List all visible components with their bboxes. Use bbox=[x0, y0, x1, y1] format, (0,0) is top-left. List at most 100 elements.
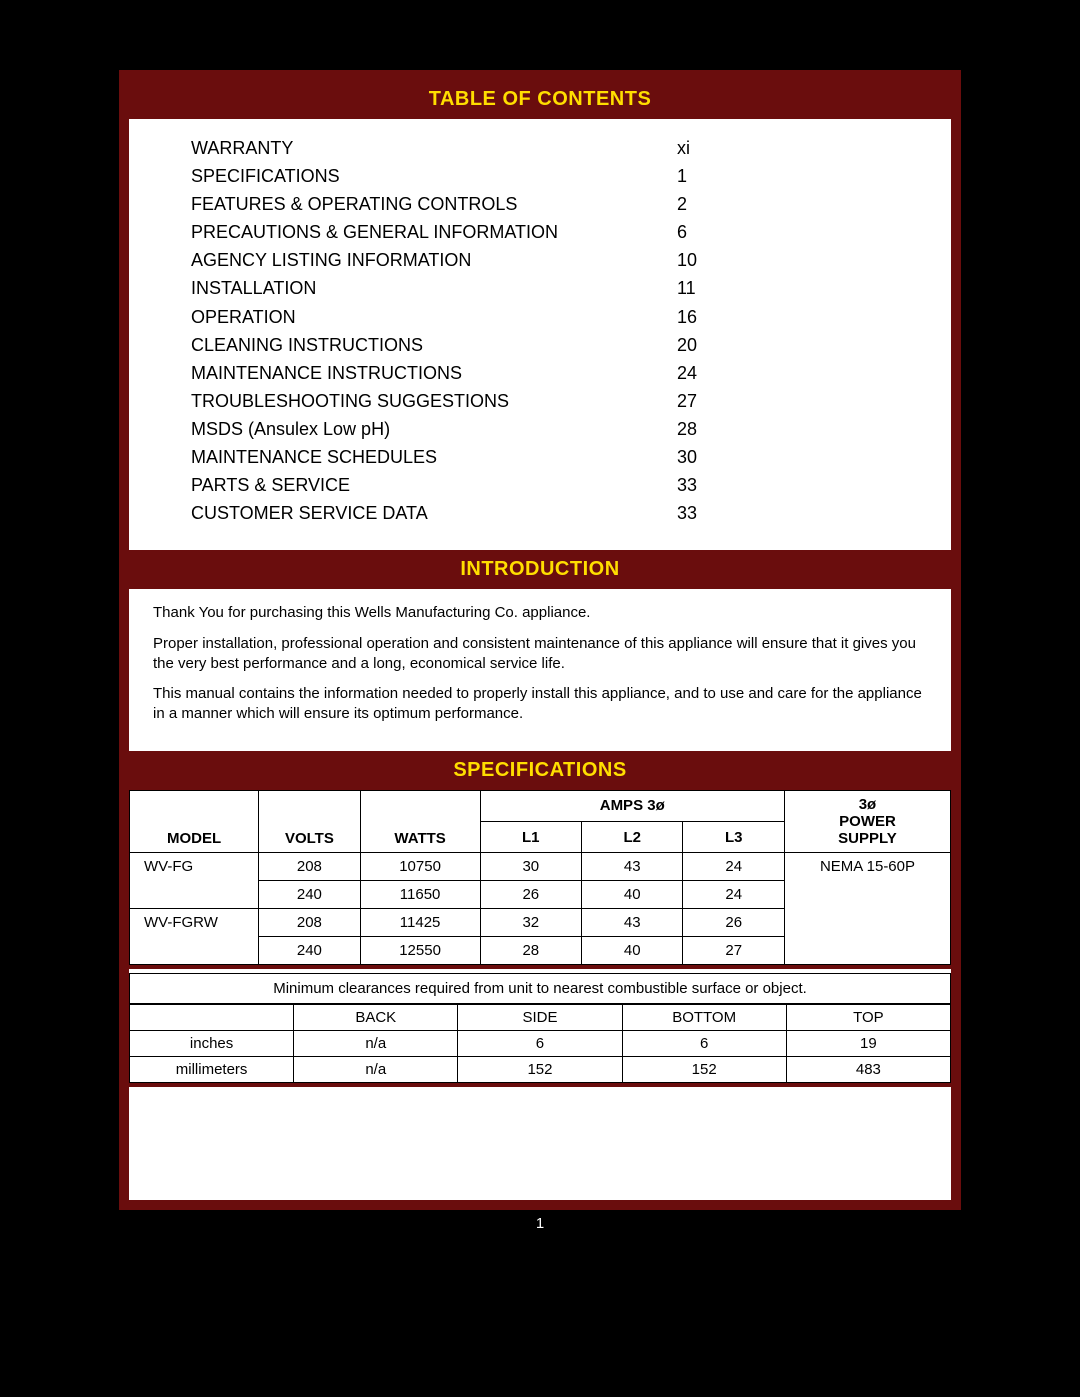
cell-bottom: 6 bbox=[622, 1031, 786, 1057]
toc-row: INSTALLATION11 bbox=[191, 275, 717, 301]
intro-paragraph: This manual contains the information nee… bbox=[153, 684, 927, 725]
cell-l3: 27 bbox=[683, 937, 784, 965]
toc-row: AGENCY LISTING INFORMATION10 bbox=[191, 247, 717, 273]
col-watts: WATTS bbox=[360, 790, 480, 853]
toc-page: 27 bbox=[677, 388, 717, 414]
cell-unit: millimeters bbox=[130, 1057, 294, 1083]
toc-title: CUSTOMER SERVICE DATA bbox=[191, 500, 675, 526]
toc-page: 16 bbox=[677, 304, 717, 330]
toc-title: MSDS (Ansulex Low pH) bbox=[191, 416, 675, 442]
toc-page: 20 bbox=[677, 332, 717, 358]
toc-heading: TABLE OF CONTENTS bbox=[129, 80, 951, 119]
toc-table: WARRANTYxi SPECIFICATIONS1 FEATURES & OP… bbox=[189, 133, 719, 528]
intro-section: Thank You for purchasing this Wells Manu… bbox=[129, 589, 951, 750]
toc-title: WARRANTY bbox=[191, 135, 675, 161]
toc-title: OPERATION bbox=[191, 304, 675, 330]
cell-side: 152 bbox=[458, 1057, 622, 1083]
toc-row: PARTS & SERVICE33 bbox=[191, 472, 717, 498]
toc-title: MAINTENANCE INSTRUCTIONS bbox=[191, 360, 675, 386]
cell-top: 19 bbox=[786, 1031, 950, 1057]
power-supply-line: 3ø bbox=[859, 796, 877, 813]
cell-blank bbox=[130, 1005, 294, 1031]
cell-volts: 208 bbox=[259, 909, 360, 937]
intro-heading: INTRODUCTION bbox=[129, 550, 951, 589]
toc-row: OPERATION16 bbox=[191, 304, 717, 330]
cell-watts: 10750 bbox=[360, 853, 480, 881]
toc-row: FEATURES & OPERATING CONTROLS2 bbox=[191, 191, 717, 217]
power-supply-line: SUPPLY bbox=[838, 830, 897, 847]
clearance-note: Minimum clearances required from unit to… bbox=[129, 973, 951, 1004]
table-row: WV-FG 208 10750 30 43 24 NEMA 15-60P bbox=[130, 853, 951, 881]
cell-volts: 208 bbox=[259, 853, 360, 881]
toc-title: PRECAUTIONS & GENERAL INFORMATION bbox=[191, 219, 675, 245]
table-row: millimeters n/a 152 152 483 bbox=[130, 1057, 951, 1083]
col-volts: VOLTS bbox=[259, 790, 360, 853]
col-bottom: BOTTOM bbox=[622, 1005, 786, 1031]
col-side: SIDE bbox=[458, 1005, 622, 1031]
cell-l3: 24 bbox=[683, 881, 784, 909]
toc-row: MAINTENANCE INSTRUCTIONS24 bbox=[191, 360, 717, 386]
toc-title: MAINTENANCE SCHEDULES bbox=[191, 444, 675, 470]
toc-row: PRECAUTIONS & GENERAL INFORMATION6 bbox=[191, 219, 717, 245]
cell-side: 6 bbox=[458, 1031, 622, 1057]
cell-volts: 240 bbox=[259, 881, 360, 909]
cell-model: WV-FGRW bbox=[130, 909, 259, 965]
cell-l3: 26 bbox=[683, 909, 784, 937]
toc-row: TROUBLESHOOTING SUGGESTIONS27 bbox=[191, 388, 717, 414]
cell-l1: 30 bbox=[480, 853, 581, 881]
cell-back: n/a bbox=[294, 1031, 458, 1057]
toc-page: 2 bbox=[677, 191, 717, 217]
toc-title: SPECIFICATIONS bbox=[191, 163, 675, 189]
cell-l2: 40 bbox=[582, 937, 683, 965]
toc-title: AGENCY LISTING INFORMATION bbox=[191, 247, 675, 273]
col-amps-group: AMPS 3ø bbox=[480, 790, 784, 821]
toc-title: CLEANING INSTRUCTIONS bbox=[191, 332, 675, 358]
cell-watts: 12550 bbox=[360, 937, 480, 965]
cell-l3: 24 bbox=[683, 853, 784, 881]
toc-title: TROUBLESHOOTING SUGGESTIONS bbox=[191, 388, 675, 414]
toc-row: MSDS (Ansulex Low pH)28 bbox=[191, 416, 717, 442]
toc-page: 33 bbox=[677, 472, 717, 498]
cell-bottom: 152 bbox=[622, 1057, 786, 1083]
toc-page: xi bbox=[677, 135, 717, 161]
toc-title: PARTS & SERVICE bbox=[191, 472, 675, 498]
table-header-row: BACK SIDE BOTTOM TOP bbox=[130, 1005, 951, 1031]
intro-paragraph: Thank You for purchasing this Wells Manu… bbox=[153, 603, 927, 623]
cell-l2: 40 bbox=[582, 881, 683, 909]
cell-l2: 43 bbox=[582, 909, 683, 937]
table-header-row: MODEL VOLTS WATTS AMPS 3ø 3ø POWER SUPPL… bbox=[130, 790, 951, 821]
toc-page: 6 bbox=[677, 219, 717, 245]
cell-l1: 26 bbox=[480, 881, 581, 909]
toc-page: 24 bbox=[677, 360, 717, 386]
col-top: TOP bbox=[786, 1005, 950, 1031]
col-l3: L3 bbox=[683, 821, 784, 852]
table-row: inches n/a 6 6 19 bbox=[130, 1031, 951, 1057]
intro-paragraph: Proper installation, professional operat… bbox=[153, 634, 927, 675]
toc-page: 30 bbox=[677, 444, 717, 470]
cell-watts: 11650 bbox=[360, 881, 480, 909]
toc-section: WARRANTYxi SPECIFICATIONS1 FEATURES & OP… bbox=[129, 119, 951, 550]
specs-table: MODEL VOLTS WATTS AMPS 3ø 3ø POWER SUPPL… bbox=[129, 790, 951, 966]
cell-volts: 240 bbox=[259, 937, 360, 965]
cell-l2: 43 bbox=[582, 853, 683, 881]
toc-title: FEATURES & OPERATING CONTROLS bbox=[191, 191, 675, 217]
page-number: 1 bbox=[129, 1215, 951, 1232]
toc-page: 1 bbox=[677, 163, 717, 189]
cell-model: WV-FG bbox=[130, 853, 259, 909]
toc-row: CLEANING INSTRUCTIONS20 bbox=[191, 332, 717, 358]
cell-l1: 28 bbox=[480, 937, 581, 965]
toc-page: 33 bbox=[677, 500, 717, 526]
specs-section: MODEL VOLTS WATTS AMPS 3ø 3ø POWER SUPPL… bbox=[129, 790, 951, 1088]
cell-supply: NEMA 15-60P bbox=[784, 853, 950, 965]
cell-top: 483 bbox=[786, 1057, 950, 1083]
toc-title: INSTALLATION bbox=[191, 275, 675, 301]
col-back: BACK bbox=[294, 1005, 458, 1031]
col-model: MODEL bbox=[130, 790, 259, 853]
page-frame: TABLE OF CONTENTS WARRANTYxi SPECIFICATI… bbox=[119, 70, 961, 1210]
col-l2: L2 bbox=[582, 821, 683, 852]
specs-heading: SPECIFICATIONS bbox=[129, 751, 951, 790]
power-supply-line: POWER bbox=[839, 813, 896, 830]
toc-page: 11 bbox=[677, 275, 717, 301]
toc-page: 28 bbox=[677, 416, 717, 442]
cell-watts: 11425 bbox=[360, 909, 480, 937]
